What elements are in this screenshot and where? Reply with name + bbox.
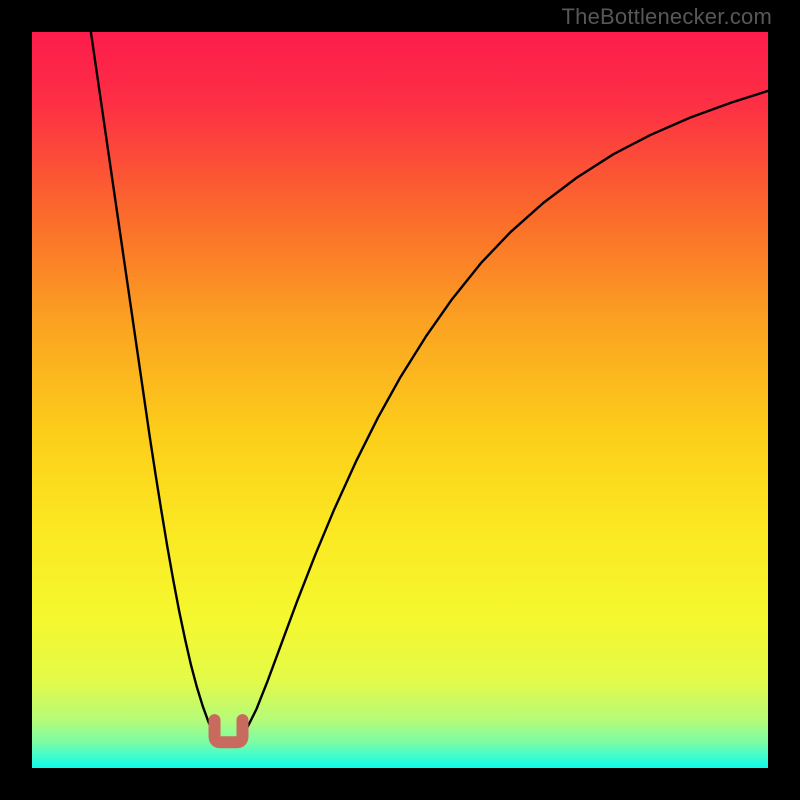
watermark-source: TheBottlenecker.com bbox=[562, 4, 772, 30]
chart-svg bbox=[32, 32, 768, 768]
plot-area bbox=[32, 32, 768, 768]
gradient-background bbox=[32, 32, 768, 768]
stage: TheBottlenecker.com bbox=[0, 0, 800, 800]
